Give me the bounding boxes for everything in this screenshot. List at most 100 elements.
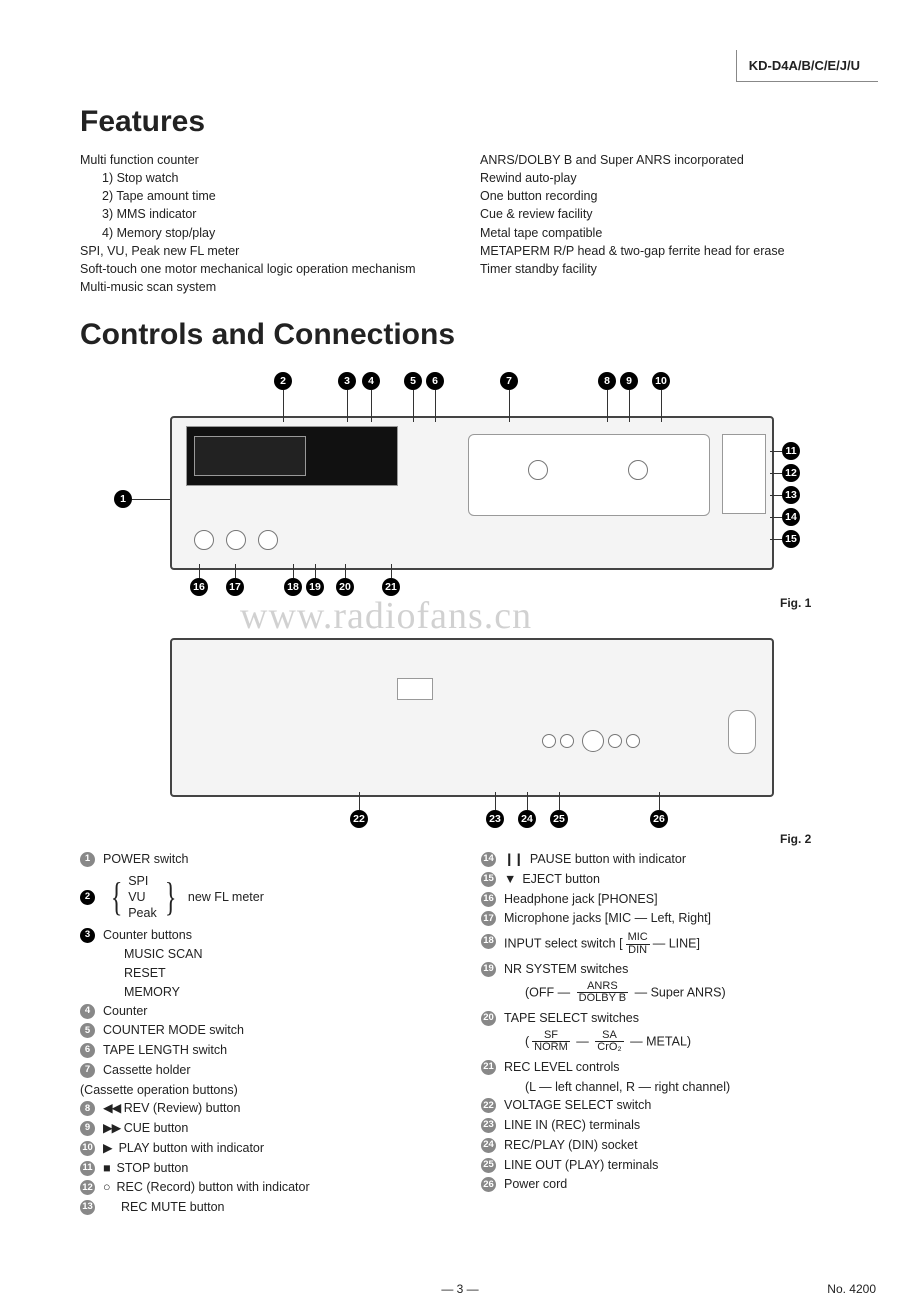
callout: 9 [620, 372, 638, 390]
text: INPUT select switch [ [504, 936, 623, 950]
list-item: 8 ◀◀ REV (Review) button [80, 1099, 459, 1118]
text: — LINE] [653, 936, 700, 950]
list-item: 19 NR SYSTEM switches [481, 960, 860, 979]
rewind-icon: ◀◀ [103, 1101, 120, 1115]
text: LINE OUT (PLAY) terminals [504, 1156, 658, 1175]
list-item: 11■ STOP button [80, 1159, 459, 1178]
controls-heading: Controls and Connections [80, 318, 860, 352]
item-num: 20 [481, 1011, 496, 1026]
item-num: 2 [80, 890, 95, 905]
text: NR SYSTEM switches [504, 960, 628, 979]
list-item: 22 VOLTAGE SELECT switch [481, 1096, 860, 1115]
text: STOP button [117, 1161, 189, 1175]
item-num: 25 [481, 1158, 496, 1173]
item-num: 19 [481, 962, 496, 977]
item-num: 10 [80, 1141, 95, 1156]
text: TAPE SELECT switches [504, 1009, 639, 1028]
text: MIC [626, 932, 650, 945]
text: POWER switch [103, 850, 188, 869]
item-num: 9 [80, 1121, 95, 1136]
item-num: 7 [80, 1063, 95, 1078]
text: CUE button [124, 1121, 189, 1135]
callout: 26 [650, 810, 668, 828]
features-left: Multi function counter 1) Stop watch 2) … [80, 151, 460, 296]
list-item: 13REC MUTE button [80, 1198, 459, 1217]
text: PAUSE button with indicator [530, 852, 686, 866]
list-item: 4Counter [80, 1002, 459, 1021]
fastforward-icon: ▶▶ [103, 1121, 120, 1135]
text: REC (Record) button with indicator [117, 1180, 310, 1194]
brace-icon: } [165, 880, 177, 914]
text: EJECT button [522, 872, 600, 886]
callout: 23 [486, 810, 504, 828]
callout: 15 [782, 530, 800, 548]
item-num: 16 [481, 892, 496, 907]
list-item: 15▼ EJECT button [481, 870, 860, 889]
front-panel-diagram [170, 416, 774, 570]
callout: 22 [350, 810, 368, 828]
text: REV (Review) button [124, 1101, 241, 1115]
text: REC/PLAY (DIN) socket [504, 1136, 638, 1155]
list-item: 23LINE IN (REC) terminals [481, 1116, 860, 1135]
item-num: 6 [80, 1043, 95, 1058]
item-num: 8 [80, 1101, 95, 1116]
list-item: 14 ❙❙ PAUSE button with indicator [481, 850, 860, 869]
text: RESET [80, 964, 459, 983]
brace-icon: { [111, 880, 123, 914]
text: Cassette holder [103, 1061, 191, 1080]
pause-icon: ❙❙ [504, 852, 523, 866]
item-num: 18 [481, 934, 496, 949]
play-icon: ▶ [103, 1141, 112, 1155]
text: Timer standby facility [480, 260, 860, 278]
list-item: 10 ▶ PLAY button with indicator [80, 1139, 459, 1158]
text: PLAY button with indicator [119, 1141, 264, 1155]
text: LINE IN (REC) terminals [504, 1116, 640, 1135]
features-columns: Multi function counter 1) Stop watch 2) … [80, 151, 860, 296]
text: Microphone jacks [MIC — Left, Right] [504, 909, 711, 928]
text: 1) Stop watch [80, 169, 460, 187]
text: REC LEVEL controls [504, 1058, 620, 1077]
list-item: 5COUNTER MODE switch [80, 1021, 459, 1040]
text: SPI, VU, Peak new FL meter [80, 242, 460, 260]
callout: 11 [782, 442, 800, 460]
item-num: 21 [481, 1060, 496, 1075]
text: new FL meter [188, 888, 264, 907]
callout: 14 [782, 508, 800, 526]
doc-number: No. 4200 [827, 1282, 876, 1296]
item-num: 24 [481, 1138, 496, 1153]
item-num: 5 [80, 1023, 95, 1038]
text: Metal tape compatible [480, 224, 860, 242]
text: Headphone jack [PHONES] [504, 890, 658, 909]
item-num: 12 [80, 1180, 95, 1195]
item-num: 17 [481, 911, 496, 926]
list-item: 1POWER switch [80, 850, 459, 869]
text: One button recording [480, 187, 860, 205]
text: VOLTAGE SELECT switch [504, 1096, 651, 1115]
document-page: KD-D4A/B/C/E/J/U Features Multi function… [0, 0, 920, 1306]
list-item: 3Counter buttons [80, 926, 459, 945]
list-item: 25 LINE OUT (PLAY) terminals [481, 1156, 860, 1175]
callout: 12 [782, 464, 800, 482]
callout: 24 [518, 810, 536, 828]
text: Counter buttons [103, 926, 192, 945]
figure-label: Fig. 2 [780, 832, 811, 846]
item-num: 14 [481, 852, 496, 867]
text: SPI [128, 873, 157, 889]
item-num: 15 [481, 872, 496, 887]
list-item: 21 REC LEVEL controls [481, 1058, 860, 1077]
item-num: 22 [481, 1098, 496, 1113]
item-num: 4 [80, 1004, 95, 1019]
list-item: 24 REC/PLAY (DIN) socket [481, 1136, 860, 1155]
model-label: KD-D4A/B/C/E/J/U [736, 50, 878, 82]
text: 3) MMS indicator [80, 205, 460, 223]
item-num: 13 [80, 1200, 95, 1215]
text: Power cord [504, 1175, 567, 1194]
text: DIN [626, 945, 650, 957]
item-num: 26 [481, 1177, 496, 1192]
text: (SFNORM — SACrO₂ — METAL) [481, 1030, 860, 1054]
page-number: — 3 — [441, 1282, 478, 1296]
list-item: 6 TAPE LENGTH switch [80, 1041, 459, 1060]
features-right: ANRS/DOLBY B and Super ANRS incorporated… [460, 151, 860, 296]
text: TAPE LENGTH switch [103, 1041, 227, 1060]
legend-left: 1POWER switch 2 { SPI VU Peak } new FL m… [80, 850, 459, 1218]
